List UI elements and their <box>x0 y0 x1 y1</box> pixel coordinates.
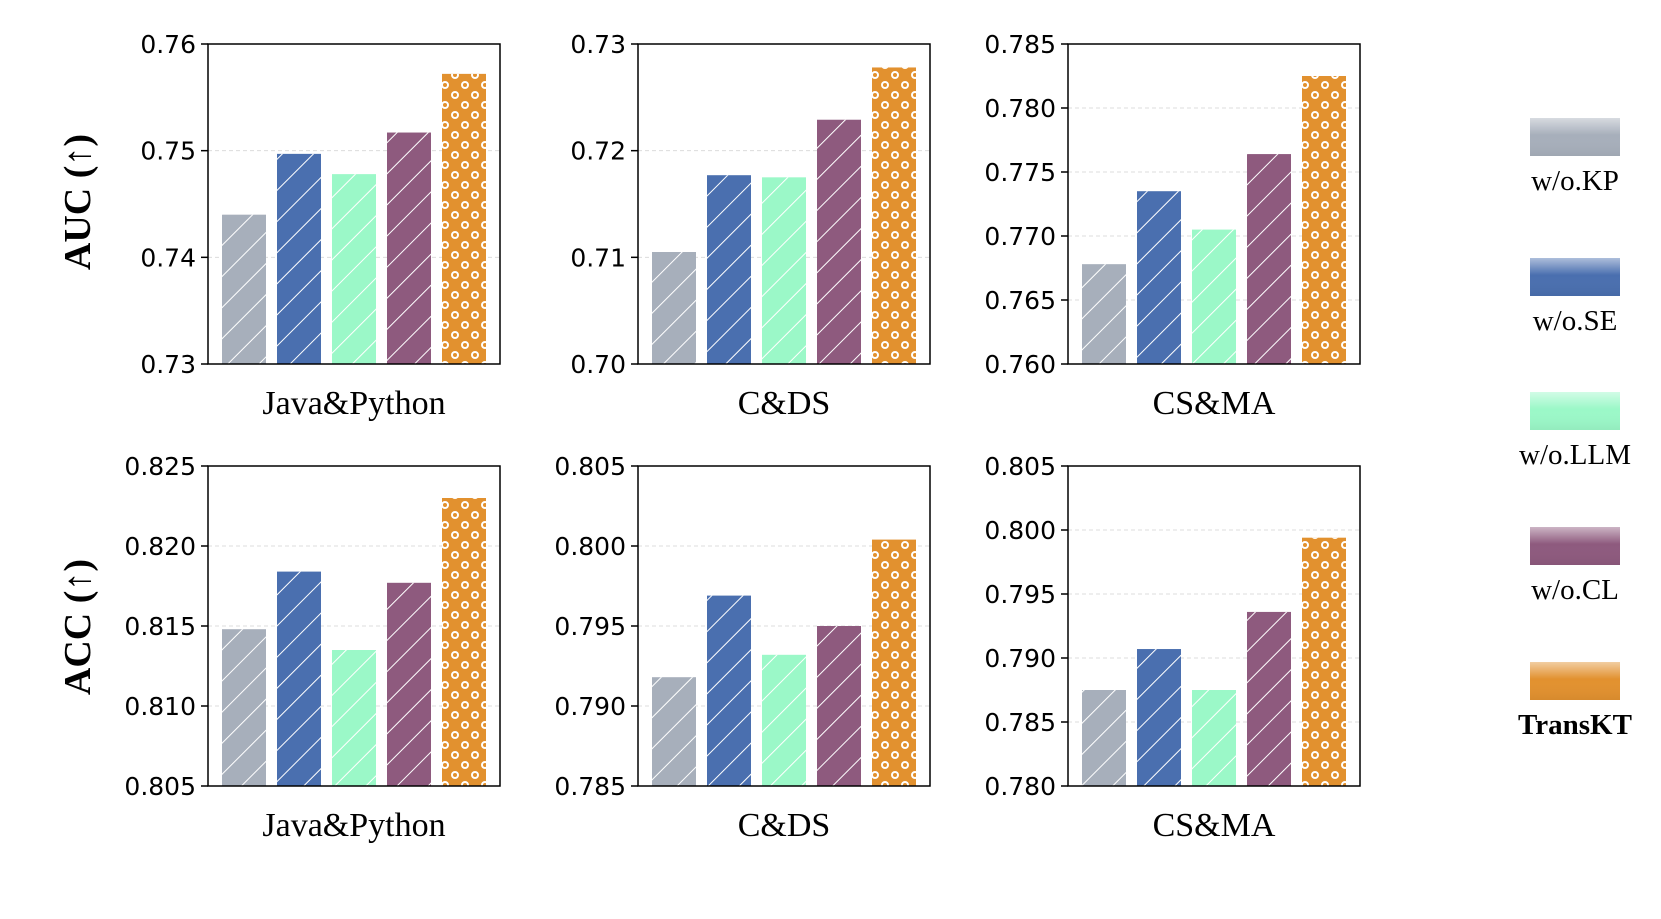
bar-pattern-w-o-kp <box>652 677 696 786</box>
bar-pattern-w-o-llm <box>762 654 806 786</box>
x-category-label: C&DS <box>738 807 831 844</box>
y-tick-label: 0.795 <box>984 580 1056 609</box>
legend-swatch-wo-cl <box>1530 527 1620 565</box>
bar-pattern-w-o-llm <box>762 177 806 364</box>
bar-pattern-w-o-cl <box>387 132 431 364</box>
chart-panel-acc-1: 0.805 0.810 0.815 0.820 0.825 Java&Python <box>124 452 501 844</box>
bar-pattern-w-o-kp <box>222 629 266 786</box>
y-tick-label: 0.70 <box>570 350 626 379</box>
bar-pattern-w-o-kp <box>652 252 696 364</box>
axes-frame <box>637 43 931 365</box>
chart-panel-auc-1: 0.73 0.74 0.75 0.76 Java&Python <box>140 30 501 422</box>
bar-pattern-w-o-se <box>707 595 751 786</box>
legend-swatch-wo-se <box>1530 258 1620 296</box>
axes-frame <box>207 43 501 365</box>
legend-label-wo-llm: w/o.LLM <box>1519 439 1631 471</box>
x-category-label: CS&MA <box>1153 807 1276 844</box>
bar-pattern-w-o-kp <box>1082 264 1126 364</box>
bar-pattern-w-o-se <box>1137 191 1181 364</box>
bar-pattern-transkt <box>442 498 486 786</box>
y-tick-label: 0.800 <box>554 532 626 561</box>
y-tick-label: 0.74 <box>140 243 196 272</box>
x-category-label: Java&Python <box>262 807 445 844</box>
bar-pattern-transkt <box>442 73 486 364</box>
bar-pattern-w-o-llm <box>332 174 376 364</box>
y-tick-label: 0.795 <box>554 612 626 641</box>
x-category-label: CS&MA <box>1153 385 1276 422</box>
bar-pattern-w-o-llm <box>1192 229 1236 364</box>
legend-item-wo-se: w/o.SE <box>1490 258 1660 338</box>
bar-pattern-transkt <box>872 67 916 364</box>
legend-label-wo-se: w/o.SE <box>1532 305 1618 337</box>
axes-frame <box>1067 43 1361 365</box>
chart-panel-acc-2: 0.785 0.790 0.795 0.800 0.805 C&DS <box>554 452 931 844</box>
bar-pattern-w-o-kp <box>1082 690 1126 786</box>
y-tick-label: 0.765 <box>984 286 1056 315</box>
bar-pattern-transkt <box>1302 76 1346 364</box>
y-tick-label: 0.820 <box>124 532 196 561</box>
bar-pattern-w-o-se <box>277 153 321 364</box>
y-tick-label: 0.785 <box>984 30 1056 59</box>
bar-pattern-w-o-se <box>1137 649 1181 786</box>
chart-grid: 0.730.740.750.76Java&Python0.700.710.720… <box>124 30 1361 844</box>
y-tick-label: 0.75 <box>140 137 196 166</box>
y-tick-label: 0.800 <box>984 516 1056 545</box>
y-tick-label: 0.810 <box>124 692 196 721</box>
y-tick-label: 0.780 <box>984 94 1056 123</box>
axes-frame <box>207 465 501 787</box>
legend-item-transkt: TransKT <box>1490 662 1660 742</box>
y-tick-label: 0.790 <box>554 692 626 721</box>
bar-pattern-w-o-se <box>707 175 751 364</box>
legend-label-wo-cl: w/o.CL <box>1531 574 1619 606</box>
y-tick-label: 0.72 <box>570 137 626 166</box>
legend-label-wo-kp: w/o.KP <box>1531 165 1619 197</box>
legend-swatch-transkt <box>1530 662 1620 700</box>
chart-panel-acc-3: 0.780 0.785 0.790 0.795 0.800 0.805 CS&MA <box>984 452 1361 844</box>
bar-pattern-transkt <box>872 539 916 786</box>
y-tick-label: 0.785 <box>984 708 1056 737</box>
y-tick-label: 0.73 <box>140 350 196 379</box>
x-category-label: Java&Python <box>262 385 445 422</box>
bar-pattern-w-o-cl <box>817 119 861 364</box>
legend-label-transkt: TransKT <box>1518 709 1632 741</box>
y-tick-label: 0.760 <box>984 350 1056 379</box>
chart-panel-auc-2: 0.70 0.71 0.72 0.73 C&DS <box>570 30 931 422</box>
legend-item-wo-llm: w/o.LLM <box>1490 392 1660 472</box>
y-tick-label: 0.825 <box>124 452 196 481</box>
bar-pattern-transkt <box>1302 537 1346 786</box>
bar-pattern-w-o-cl <box>1247 154 1291 364</box>
y-tick-label: 0.815 <box>124 612 196 641</box>
y-tick-label: 0.775 <box>984 158 1056 187</box>
y-tick-label: 0.73 <box>570 30 626 59</box>
bar-pattern-w-o-cl <box>387 582 431 786</box>
legend-swatch-wo-llm <box>1530 392 1620 430</box>
axes-frame <box>637 465 931 787</box>
axes-frame <box>1067 465 1361 787</box>
y-tick-label: 0.805 <box>554 452 626 481</box>
legend-item-wo-cl: w/o.CL <box>1490 527 1660 607</box>
y-tick-label: 0.790 <box>984 644 1056 673</box>
y-tick-label: 0.780 <box>984 772 1056 801</box>
y-tick-label: 0.71 <box>570 243 626 272</box>
legend: w/o.KP w/o.SE w/o.LLM w/o.CL <box>1490 100 1660 800</box>
y-tick-label: 0.805 <box>984 452 1056 481</box>
legend-item-wo-kp: w/o.KP <box>1490 118 1660 198</box>
legend-swatch-wo-kp <box>1530 118 1620 156</box>
bar-pattern-w-o-llm <box>332 650 376 786</box>
y-tick-label: 0.770 <box>984 222 1056 251</box>
bar-pattern-w-o-se <box>277 571 321 786</box>
y-tick-label: 0.785 <box>554 772 626 801</box>
x-category-label: C&DS <box>738 385 831 422</box>
bar-pattern-w-o-llm <box>1192 690 1236 786</box>
bar-pattern-w-o-cl <box>1247 611 1291 786</box>
y-tick-label: 0.805 <box>124 772 196 801</box>
bar-pattern-w-o-kp <box>222 214 266 364</box>
chart-panel-auc-3: 0.760 0.765 0.770 0.775 0.780 0.785 CS&MA <box>984 30 1361 422</box>
bar-pattern-w-o-cl <box>817 626 861 786</box>
y-tick-label: 0.76 <box>140 30 196 59</box>
